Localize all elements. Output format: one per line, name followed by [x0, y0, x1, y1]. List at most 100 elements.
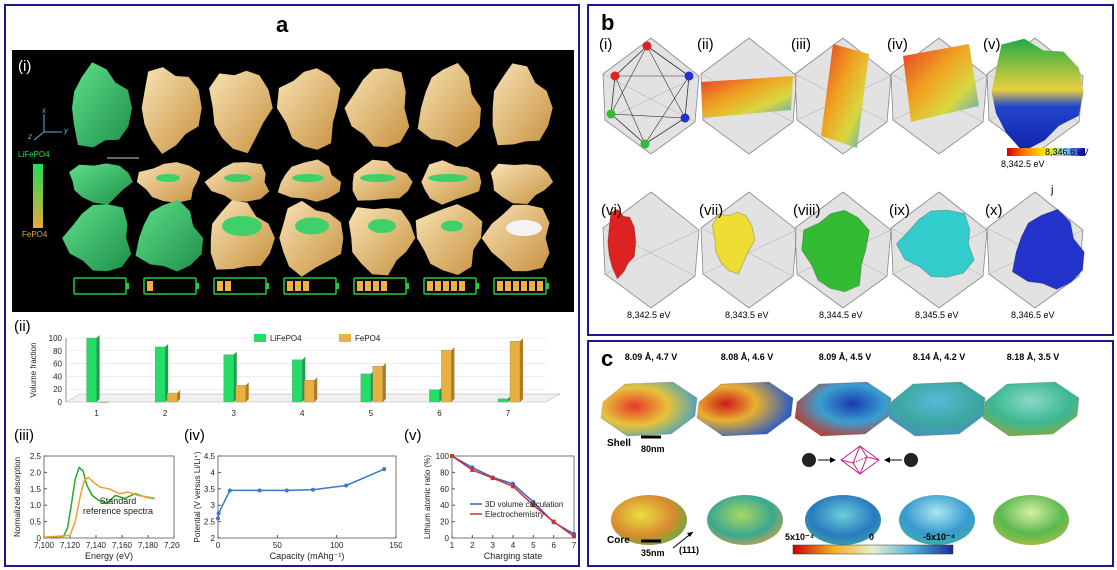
battery-tip-4 — [336, 283, 339, 289]
green-region-row3-5 — [368, 219, 396, 233]
chart-iii-ytick-3: 1.5 — [30, 485, 42, 494]
legend-label-FePO4: FePO4 — [355, 334, 381, 343]
chart-ii-xtick-7: 7 — [506, 409, 511, 418]
lithium-ratio-chart: 1 2 3 4 5 6 7 0 20 40 60 80 100 Charging state Lithium… — [423, 452, 577, 561]
octa-edge-top-1 — [602, 73, 696, 123]
sub-label-iv: (iv) — [184, 427, 205, 444]
legend-label-LiFePO4: LiFePO4 — [270, 334, 302, 343]
core-map-2 — [707, 495, 783, 545]
bar-FePO4-4 — [304, 380, 315, 403]
bar-side-LiFePO4-1 — [96, 335, 100, 402]
particle-row1-4 — [276, 68, 341, 150]
slice-iii — [821, 44, 869, 148]
particle-row1-6 — [417, 63, 481, 148]
spectroscopic-renderings — [602, 37, 1085, 309]
octahedron-top-1 — [602, 37, 700, 155]
bar-LiFePO4-6 — [429, 389, 440, 403]
ion-left — [802, 453, 816, 467]
bar-FePO4-1 — [98, 401, 109, 403]
b-sub-label-8: (viii) — [793, 202, 821, 219]
particle-row1-3 — [209, 70, 273, 154]
isosurface-6 — [607, 208, 637, 280]
bar-side-LiFePO4-2 — [165, 343, 169, 402]
panel-a: a (i) LiFePO4 FePO4 — [4, 4, 580, 567]
green-core-row2-2 — [156, 174, 180, 182]
chart-v-xtick-5: 6 — [551, 541, 556, 550]
chart-v-ytick-5: 100 — [436, 452, 450, 461]
chart-v-ytick-0: 0 — [445, 534, 450, 543]
particle-renderings — [33, 62, 554, 295]
b-sub-label-2: (ii) — [697, 36, 714, 53]
particle-row2-2 — [136, 162, 201, 203]
battery-cell-6-2 — [435, 281, 441, 291]
battery-tip-2 — [196, 283, 199, 289]
chart-iv-xtick-3: 150 — [389, 541, 402, 550]
b-sub-label-7: (vii) — [699, 202, 724, 219]
chart-iv-pt-0-4 — [284, 488, 289, 493]
battery-cell-5-1 — [357, 281, 363, 291]
battery-cell-5-4 — [381, 281, 387, 291]
particle-row1-1 — [72, 62, 132, 148]
chart-iv-ytick-2: 3 — [211, 501, 216, 510]
c-title-5: 8.18 Å, 3.5 V — [1006, 352, 1060, 362]
legend-fepo4: FePO4 — [22, 230, 48, 239]
battery-cell-6-4 — [451, 281, 457, 291]
chart-ii-xtick-3: 3 — [231, 409, 236, 418]
green-region-row3-6 — [441, 220, 463, 232]
green-region-row3-3 — [222, 216, 262, 236]
direction-arrow-head — [687, 532, 693, 537]
bar-side-FePO4-5 — [382, 363, 386, 402]
particle-row3-6 — [415, 204, 483, 275]
particle-row2-6 — [421, 160, 482, 205]
chart-v-pt-1-1 — [470, 467, 475, 472]
energy-label-5: 8,346.5 eV — [1011, 310, 1055, 320]
b-sub-label-10: (x) — [985, 202, 1003, 219]
volume-fraction-chart: 0 20 40 60 80 100 Volume fraction 1 2 3 4 5 6 7 LiFePO… — [29, 334, 561, 418]
bar-FePO4-3 — [235, 385, 246, 403]
legend-swatch-LiFePO4 — [254, 334, 266, 342]
chart-v-legend-0: 3D volume calculation — [485, 500, 563, 509]
chart-iv-pt-0-2 — [227, 488, 232, 493]
b-sub-label-4: (iv) — [887, 36, 908, 53]
b-sub-label-6: (vi) — [601, 202, 622, 219]
battery-tip-5 — [406, 283, 409, 289]
battery-cell-7-6 — [537, 281, 543, 291]
chart-ii-xtick-2: 2 — [163, 409, 168, 418]
panel-b: b (i) (ii) (iii) (iv) (v) (vi) 8,342.5 eV (vii)… — [587, 4, 1114, 336]
battery-cell-7-3 — [513, 281, 519, 291]
chart-v-pt-1-5 — [551, 519, 556, 524]
colorbar-min-label: 8,342.5 eV — [1001, 159, 1045, 169]
bar-LiFePO4-5 — [360, 373, 372, 403]
vertex-dot-3 — [680, 113, 690, 123]
bar-side-FePO4-3 — [245, 382, 249, 402]
core-map-1 — [611, 495, 687, 545]
cb-mid-label: 0 — [869, 532, 875, 542]
bar-side-FePO4-6 — [451, 347, 455, 402]
bar-side-FePO4-4 — [314, 377, 318, 402]
chart-ii-xtick-1: 1 — [94, 409, 99, 418]
shell-label: Shell — [607, 438, 631, 449]
stray-mark: j — [1051, 184, 1054, 196]
absorption-chart: 7,100 7,120 7,140 7,160 7,180 7,200 0 0.5 1.0 1.5… — [13, 452, 180, 561]
vertex-dot-2 — [684, 71, 694, 81]
chart-v-xtick-6: 7 — [572, 541, 577, 550]
battery-tip-3 — [266, 283, 269, 289]
chart-ii-xtick-5: 5 — [369, 409, 374, 418]
octahedron-icon — [840, 445, 880, 475]
particle-row3-5 — [348, 207, 416, 276]
chart-iii-line-0 — [43, 466, 155, 539]
chart-iv-frame — [217, 455, 397, 539]
chart-ii-ytick-100: 100 — [49, 334, 63, 343]
axis-y-label: y — [64, 126, 68, 135]
sub-label-iii: (iii) — [14, 427, 34, 444]
vertex-dot-6 — [610, 71, 620, 81]
chart-iv-ytick-0: 2 — [211, 534, 216, 543]
battery-cell-7-1 — [497, 281, 503, 291]
energy-label-3: 8,344.5 eV — [819, 310, 863, 320]
legend-lifepo4: LiFePO4 — [18, 150, 50, 159]
ion-right — [904, 453, 918, 467]
volume-v — [991, 38, 1084, 152]
battery-cell-3-1 — [217, 281, 223, 291]
battery-cell-4-3 — [303, 281, 309, 291]
potential-chart: 0 50 100 150 2 2.5 3 3.5 4 4.5 Capacity (mAhg⁻¹) Po… — [193, 451, 402, 561]
